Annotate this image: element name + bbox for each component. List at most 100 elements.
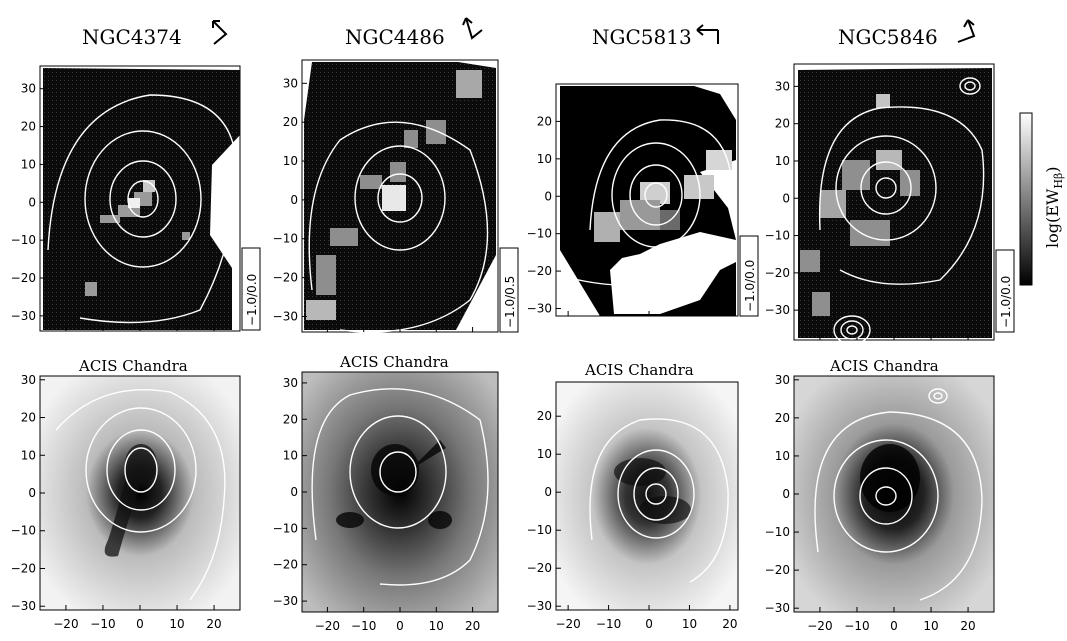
north-east-arrow-icon — [957, 19, 976, 43]
y-tick-label: 20 — [775, 117, 790, 131]
contours — [818, 77, 985, 345]
y-tick-label: −10 — [765, 525, 790, 539]
range-box — [499, 247, 519, 333]
y-tick-label: −10 — [273, 232, 298, 246]
panel-acis-2: ACIS Chandra — [301, 353, 499, 613]
x-tick-label: −10 — [596, 617, 621, 631]
x-tick-label: 0 — [890, 619, 898, 633]
y-tick-label: −30 — [527, 302, 552, 316]
range-label: −1.0/0.0 — [743, 260, 757, 312]
xray-features — [860, 444, 920, 512]
y-tick-label: 0 — [782, 487, 790, 501]
xray-features — [104, 444, 157, 557]
y-tick-label: 0 — [544, 189, 552, 203]
panel-acis-3: ACIS Chandra — [555, 361, 739, 611]
y-tick-label: 20 — [21, 120, 36, 134]
colorbar-gradient — [1019, 112, 1033, 286]
panel-ngc4486: NGC4486 −1.0/0.5 — [301, 17, 519, 333]
y-tick-label: 10 — [283, 449, 298, 463]
contours — [55, 389, 226, 601]
panel-ngc5813: NGC5813 −1.0/0.0 — [555, 24, 759, 317]
y-tick-label: −20 — [11, 561, 36, 575]
north-east-arrow-icon — [696, 24, 719, 44]
axis-ticks: −30 −20 −10 0 10 20 30 −30 −20 −10 0 10 20 30 −30 −20 −1… — [11, 76, 976, 633]
map-patches — [594, 150, 732, 242]
x-tick-label: 10 — [169, 617, 184, 631]
y-tick-label: 10 — [775, 154, 790, 168]
y-tick-label: −30 — [11, 309, 36, 323]
y-tick-label: −30 — [273, 594, 298, 608]
contours — [308, 121, 489, 333]
y-tick-label: −10 — [765, 229, 790, 243]
y-tick-label: 10 — [537, 447, 552, 461]
y-tick-label: −20 — [765, 563, 790, 577]
range-label: −1.0/0.0 — [999, 276, 1013, 328]
y-tick-label: 10 — [775, 449, 790, 463]
y-tick-label: 30 — [21, 82, 36, 96]
y-tick-label: 30 — [21, 373, 36, 387]
y-tick-label: 30 — [775, 373, 790, 387]
range-label: −1.0/0.0 — [245, 274, 259, 326]
y-tick-label: 0 — [290, 485, 298, 499]
x-tick-label: 10 — [923, 619, 938, 633]
y-tick-label: −10 — [527, 227, 552, 241]
y-tick-label: −20 — [273, 271, 298, 285]
xray-image — [555, 381, 739, 611]
map-patches — [85, 180, 190, 296]
x-tick-label: −20 — [53, 617, 78, 631]
x-tick-label: −10 — [844, 619, 869, 633]
x-tick-label: −20 — [315, 619, 340, 633]
y-tick-label: 0 — [782, 191, 790, 205]
y-tick-label: 20 — [283, 115, 298, 129]
y-tick-label: 10 — [21, 157, 36, 171]
y-tick-label: 30 — [775, 79, 790, 93]
x-tick-label: −20 — [807, 619, 832, 633]
panel-ngc4374: NGC4374 −1.0/0.0 — [39, 20, 261, 332]
north-east-arrow-icon — [212, 20, 228, 45]
y-tick-label: 0 — [28, 195, 36, 209]
panel-subtitle: ACIS Chandra — [339, 353, 449, 371]
x-tick-label: 10 — [429, 619, 444, 633]
range-box — [995, 249, 1015, 333]
y-tick-label: 10 — [21, 448, 36, 462]
contours — [569, 119, 731, 286]
x-tick-label: 20 — [722, 617, 737, 631]
map-patches — [800, 94, 920, 316]
range-label: −1.0/0.5 — [503, 276, 517, 328]
panel-title: NGC4486 — [345, 25, 445, 49]
y-tick-label: 10 — [537, 152, 552, 166]
y-tick-label: −30 — [527, 599, 552, 613]
colorbar: log(EWHβ) — [1019, 112, 1065, 286]
y-tick-label: −30 — [765, 601, 790, 615]
y-tick-label: 20 — [537, 114, 552, 128]
panel-subtitle: ACIS Chandra — [78, 357, 188, 375]
y-tick-label: −20 — [273, 558, 298, 572]
contours — [589, 418, 729, 583]
panel-subtitle: ACIS Chandra — [584, 361, 694, 379]
x-tick-label: 0 — [136, 617, 144, 631]
y-tick-label: 10 — [283, 154, 298, 168]
y-tick-label: −10 — [11, 233, 36, 247]
colorbar-label-sub: Hβ — [1052, 173, 1065, 189]
x-tick-label: −10 — [351, 619, 376, 633]
map-data — [798, 68, 992, 338]
x-tick-label: 0 — [396, 619, 404, 633]
y-tick-label: −10 — [11, 524, 36, 538]
y-tick-label: −20 — [527, 561, 552, 575]
contours — [47, 94, 237, 324]
panel-subtitle: ACIS Chandra — [829, 357, 939, 375]
range-box — [241, 247, 261, 331]
x-tick-label: 20 — [960, 619, 975, 633]
y-tick-label: 0 — [290, 193, 298, 207]
y-tick-label: −20 — [527, 264, 552, 278]
map-patches — [306, 70, 482, 320]
y-tick-label: 30 — [283, 376, 298, 390]
panel-acis-1: ACIS Chandra — [39, 357, 241, 611]
north-east-arrow-icon — [462, 17, 483, 40]
y-tick-label: −30 — [273, 309, 298, 323]
contours — [814, 388, 983, 601]
y-tick-label: −20 — [765, 266, 790, 280]
colorbar-label: log(EWHβ) — [1043, 166, 1065, 248]
xray-image — [39, 375, 241, 611]
